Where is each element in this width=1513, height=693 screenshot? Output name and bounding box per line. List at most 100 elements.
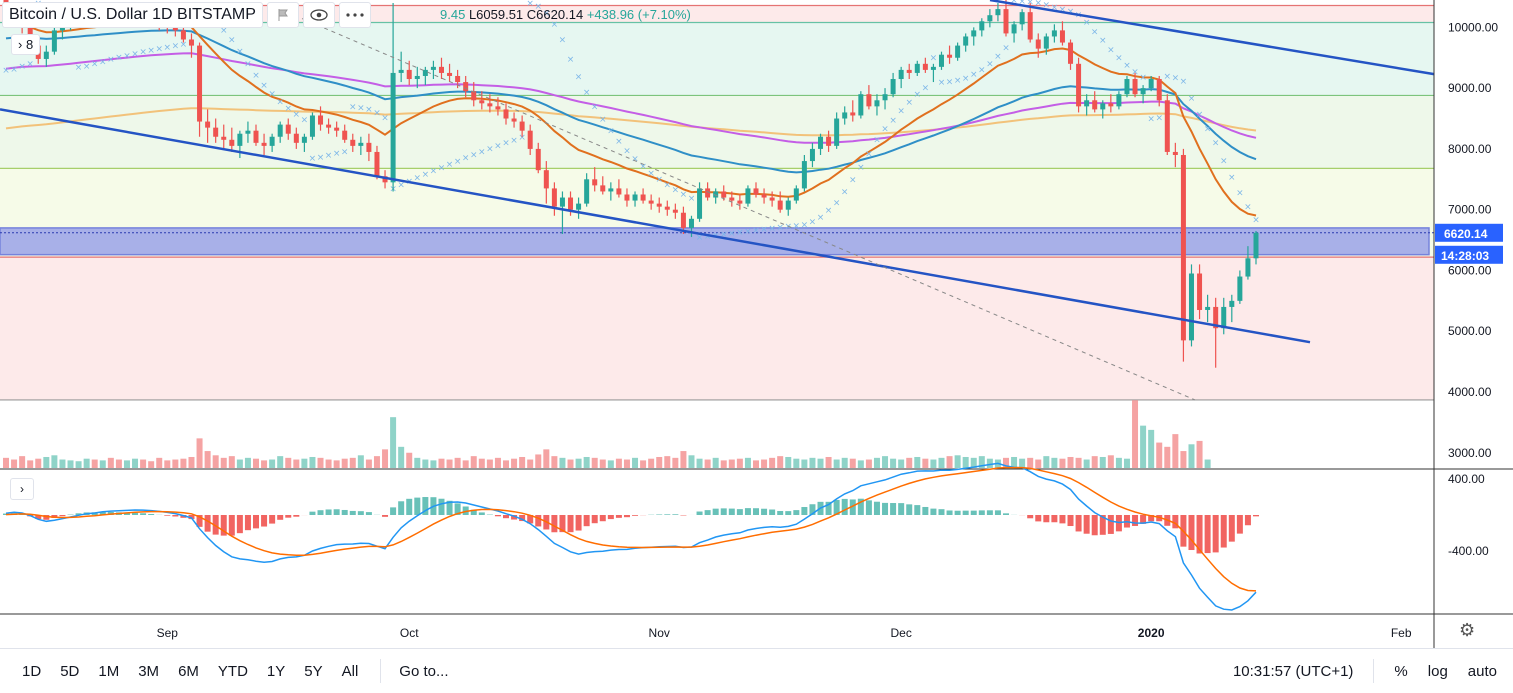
volume-bar	[584, 457, 590, 468]
eye-icon[interactable]	[303, 2, 335, 28]
candle-body	[1108, 103, 1113, 106]
psar-dot: ×	[922, 84, 930, 94]
ohlc-open-fragment: 9.45	[440, 7, 465, 22]
psar-dot: ×	[1180, 77, 1188, 87]
volume-bar	[769, 458, 775, 468]
macd-tick-label: -400.00	[1448, 544, 1489, 558]
candle-body	[1197, 274, 1202, 310]
volume-bar	[793, 459, 799, 468]
candle-body	[229, 140, 234, 146]
psar-dot: ×	[123, 51, 131, 61]
candle	[310, 112, 315, 139]
macd-histogram-bar	[672, 514, 678, 515]
timeframe-ytd[interactable]: YTD	[218, 663, 248, 680]
price-tick-label: 6000.00	[1448, 263, 1492, 277]
psar-dot: ×	[91, 59, 99, 69]
macd-histogram-bar	[1043, 515, 1049, 522]
timeframe-6m[interactable]: 6M	[178, 663, 199, 680]
volume-bar	[269, 460, 275, 468]
volume-bar	[205, 451, 211, 468]
price-tick-label: 7000.00	[1448, 203, 1492, 217]
volume-bar	[1068, 457, 1074, 468]
chart-background	[0, 5, 1434, 399]
more-icon[interactable]	[339, 2, 371, 28]
volume-bar	[600, 460, 606, 468]
volume-bar	[326, 460, 332, 468]
candle-body	[44, 52, 49, 59]
volume-bar	[245, 458, 251, 468]
macd-histogram-bar	[59, 515, 65, 516]
psar-dot: ×	[623, 146, 631, 156]
candle-body	[826, 137, 831, 146]
timeframe-1m[interactable]: 1M	[98, 663, 119, 680]
volume-bar	[648, 459, 654, 468]
psar-dot: ×	[946, 77, 954, 87]
volume-bar	[672, 458, 678, 468]
volume-bar	[229, 456, 235, 468]
volume-bar	[527, 460, 533, 468]
candle-body	[770, 198, 775, 201]
candle-body	[616, 188, 621, 194]
price-chart[interactable]: ××××××××××××××××××××××××××××××××××××××××…	[0, 0, 1513, 648]
volume-bar	[890, 459, 896, 468]
volume-bar	[261, 460, 267, 468]
volume-bar	[721, 460, 727, 468]
indicators-toggle[interactable]: › 8	[11, 34, 40, 55]
psar-dot: ×	[260, 81, 268, 91]
auto-toggle[interactable]: auto	[1468, 663, 1497, 680]
volume-bar	[729, 460, 735, 468]
macd-histogram-bar	[898, 503, 904, 515]
psar-dot: ×	[107, 55, 115, 65]
psar-dot: ×	[1228, 173, 1236, 183]
volume-bar	[713, 458, 719, 468]
volume-bar	[1019, 459, 1025, 468]
clock-readout[interactable]: 10:31:57 (UTC+1)	[1233, 663, 1353, 680]
candle-body	[1076, 64, 1081, 107]
volume-bar	[914, 457, 920, 468]
candle-body	[254, 131, 259, 143]
candle-body	[1004, 9, 1009, 33]
volume-bar	[1084, 460, 1090, 468]
percent-toggle[interactable]: %	[1394, 663, 1407, 680]
macd-histogram-bar	[551, 515, 557, 532]
timeframe-3m[interactable]: 3M	[138, 663, 159, 680]
timeframe-all[interactable]: All	[342, 663, 359, 680]
macd-tick-label: 400.00	[1448, 472, 1485, 486]
timeframe-5d[interactable]: 5D	[60, 663, 79, 680]
volume-bar	[705, 460, 711, 468]
psar-dot: ×	[849, 176, 857, 186]
psar-dot: ×	[325, 151, 333, 161]
psar-dot: ×	[591, 102, 599, 112]
psar-dot: ×	[494, 142, 502, 152]
volume-bar	[430, 460, 436, 468]
macd-histogram-bar	[874, 502, 880, 515]
psar-dot: ×	[276, 97, 284, 107]
candle-body	[810, 149, 815, 161]
macd-legend-toggle[interactable]: ›	[10, 478, 34, 500]
time-tick-label: 2020	[1138, 626, 1165, 640]
candle-body	[479, 100, 484, 103]
volume-bar	[1188, 444, 1194, 468]
candle-body	[1229, 301, 1234, 307]
timeframe-5y[interactable]: 5Y	[304, 663, 322, 680]
goto-button[interactable]: Go to...	[399, 663, 448, 680]
psar-dot: ×	[139, 48, 147, 58]
timeframe-1y[interactable]: 1Y	[267, 663, 285, 680]
timeframe-1d[interactable]: 1D	[22, 663, 41, 680]
log-toggle[interactable]: log	[1428, 663, 1448, 680]
volume-bar	[140, 460, 146, 468]
gear-icon[interactable]: ⚙	[1459, 620, 1475, 641]
volume-bar	[608, 460, 614, 468]
macd-histogram-bar	[753, 508, 759, 515]
candle-body	[1052, 30, 1057, 36]
price-tick-label: 8000.00	[1448, 142, 1492, 156]
volume-bar	[535, 454, 541, 468]
volume-bar	[882, 456, 888, 468]
time-tick-label: Nov	[649, 626, 670, 640]
symbol-title[interactable]: Bitcoin / U.S. Dollar 1D BITSTAMP	[2, 2, 263, 28]
toolbar-right: 10:31:57 (UTC+1) % log auto	[1213, 649, 1497, 693]
volume-bar	[172, 460, 178, 468]
macd-histogram-bar	[785, 511, 791, 515]
flag-icon[interactable]	[267, 2, 299, 28]
psar-dot: ×	[889, 116, 897, 126]
